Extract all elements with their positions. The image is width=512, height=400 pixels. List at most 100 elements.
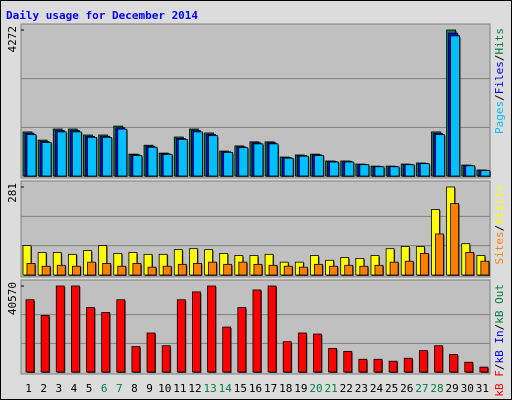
x-tick-label: 24	[370, 382, 384, 395]
bar	[450, 203, 460, 276]
bar	[374, 166, 385, 177]
bar	[359, 265, 369, 276]
bar	[238, 261, 248, 276]
bar	[26, 263, 36, 276]
bar	[374, 264, 384, 276]
bar	[419, 252, 429, 276]
x-tick-label: 2	[40, 382, 47, 395]
x-tick-label: 27	[415, 382, 428, 395]
x-tick-label: 19	[294, 382, 307, 395]
bar	[132, 155, 143, 177]
x-tick-label: 9	[146, 382, 153, 395]
bar	[208, 135, 218, 177]
bar	[87, 261, 96, 276]
legend-entry: kB In	[493, 330, 506, 363]
legend: Sites/Visits	[493, 185, 506, 265]
bar	[252, 289, 262, 373]
bar	[237, 307, 247, 373]
legend-entry: Hits	[493, 28, 506, 55]
bar	[480, 170, 491, 177]
bar	[314, 263, 323, 276]
bar	[132, 263, 142, 276]
bar	[56, 264, 66, 276]
bar	[282, 341, 292, 373]
bar	[298, 155, 309, 177]
x-tick-label: 13	[203, 382, 216, 395]
bar	[313, 333, 322, 373]
bar	[434, 345, 443, 373]
x-tick-label: 29	[446, 382, 459, 395]
bar	[283, 265, 293, 276]
legend-entry: Pages	[493, 101, 506, 134]
x-tick-label: 26	[400, 382, 413, 395]
bar	[223, 263, 233, 276]
x-tick-label: 17	[264, 382, 277, 395]
bar	[102, 263, 112, 276]
x-tick-label: 21	[325, 382, 338, 395]
bar	[192, 291, 201, 373]
y-tick-label: 281	[6, 183, 19, 203]
x-tick-label: 25	[385, 382, 398, 395]
y-tick-label: 4272	[6, 26, 19, 53]
bar	[208, 261, 217, 276]
x-tick-label: 22	[340, 382, 353, 395]
bar	[222, 326, 232, 373]
bar	[404, 260, 414, 276]
bar	[56, 131, 67, 177]
legend: kB F/kB In/kB Out	[493, 284, 506, 397]
bar	[146, 332, 156, 373]
bar	[253, 263, 263, 276]
bar	[177, 139, 188, 177]
bar	[465, 252, 475, 276]
bar	[329, 161, 339, 177]
bar	[238, 147, 249, 177]
bar	[268, 143, 279, 177]
bar	[283, 157, 294, 177]
bar	[359, 164, 370, 177]
legend-separator: /	[493, 364, 506, 371]
bar	[207, 285, 216, 373]
bar	[177, 263, 187, 276]
x-tick-label: 15	[234, 382, 247, 395]
bar	[404, 164, 415, 177]
bar	[344, 161, 355, 177]
legend-entry: Files	[493, 61, 506, 94]
bar	[297, 332, 307, 373]
bar	[71, 265, 81, 276]
y-tick-label: 40570	[6, 282, 19, 315]
x-tick-label: 14	[219, 382, 233, 395]
bar	[223, 152, 234, 177]
bar	[26, 134, 37, 177]
bar	[314, 155, 324, 177]
bar	[329, 265, 338, 276]
bar	[117, 265, 127, 276]
bar	[41, 265, 51, 276]
x-tick-label: 8	[131, 382, 138, 395]
bar	[41, 142, 52, 177]
bar	[55, 285, 65, 373]
bar	[253, 143, 264, 177]
legend-entry: kB Out	[493, 284, 506, 324]
bar	[147, 146, 158, 177]
bar	[435, 134, 445, 177]
legend-separator: /	[493, 225, 506, 232]
bar	[101, 312, 111, 373]
bar	[267, 285, 277, 373]
bar	[102, 136, 113, 177]
bar	[25, 299, 35, 373]
x-tick-label: 20	[309, 382, 322, 395]
bar	[40, 315, 50, 373]
bar	[419, 163, 430, 177]
bar	[450, 35, 461, 177]
bar	[162, 154, 173, 177]
bar	[480, 260, 490, 276]
legend-separator: /	[493, 55, 506, 62]
bar	[193, 131, 203, 177]
x-tick-label: 3	[56, 382, 63, 395]
bar	[116, 299, 126, 373]
x-tick-label: 23	[355, 382, 368, 395]
legend: Pages/Files/Hits	[493, 28, 506, 134]
x-tick-label: 5	[86, 382, 93, 395]
x-tick-label: 4	[71, 382, 78, 395]
bar	[162, 265, 172, 276]
